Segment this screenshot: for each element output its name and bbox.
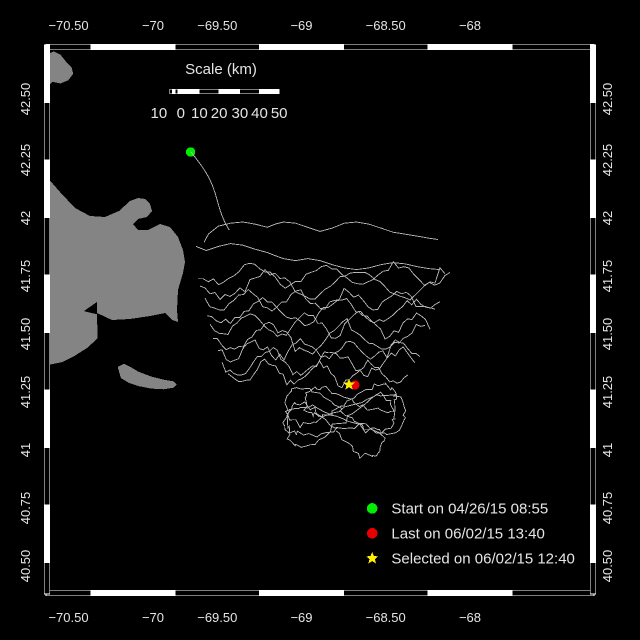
svg-text:−69.50: −69.50 <box>197 18 237 33</box>
svg-text:40: 40 <box>251 105 268 122</box>
svg-text:−69.50: −69.50 <box>197 610 237 625</box>
svg-text:Last on 06/02/15 13:40: Last on 06/02/15 13:40 <box>391 525 544 542</box>
svg-text:−68.50: −68.50 <box>366 610 406 625</box>
svg-text:0: 0 <box>177 105 185 122</box>
svg-text:−70.50: −70.50 <box>48 18 88 33</box>
svg-text:42.50: 42.50 <box>18 83 33 116</box>
svg-text:40.75: 40.75 <box>600 492 615 525</box>
svg-text:40.50: 40.50 <box>600 550 615 583</box>
svg-text:10: 10 <box>151 105 168 122</box>
svg-text:41.75: 41.75 <box>600 260 615 293</box>
svg-text:Start on 04/26/15 08:55: Start on 04/26/15 08:55 <box>391 501 548 518</box>
svg-text:−69: −69 <box>290 18 312 33</box>
svg-text:41: 41 <box>600 443 615 457</box>
svg-text:41.25: 41.25 <box>18 376 33 409</box>
svg-text:10: 10 <box>191 105 208 122</box>
svg-text:−70.50: −70.50 <box>48 610 88 625</box>
svg-text:−70: −70 <box>142 610 164 625</box>
svg-text:40.75: 40.75 <box>18 492 33 525</box>
svg-text:Selected on 06/02/15 12:40: Selected on 06/02/15 12:40 <box>391 550 575 567</box>
svg-text:−68: −68 <box>459 610 481 625</box>
svg-text:−70: −70 <box>142 18 164 33</box>
svg-text:50: 50 <box>271 105 288 122</box>
svg-text:41.50: 41.50 <box>600 318 615 351</box>
svg-text:42: 42 <box>18 211 33 225</box>
svg-text:41: 41 <box>18 443 33 457</box>
svg-text:41.50: 41.50 <box>18 318 33 351</box>
svg-text:−68.50: −68.50 <box>366 18 406 33</box>
svg-text:42: 42 <box>600 211 615 225</box>
svg-text:−68: −68 <box>459 18 481 33</box>
svg-text:30: 30 <box>232 105 249 122</box>
svg-text:42.25: 42.25 <box>18 144 33 177</box>
svg-text:42.25: 42.25 <box>600 144 615 177</box>
svg-text:40.50: 40.50 <box>18 550 33 583</box>
svg-text:−69: −69 <box>290 610 312 625</box>
svg-text:20: 20 <box>211 105 228 122</box>
svg-text:Scale (km): Scale (km) <box>185 61 257 78</box>
svg-text:41.25: 41.25 <box>600 376 615 409</box>
svg-text:41.75: 41.75 <box>18 260 33 293</box>
svg-text:42.50: 42.50 <box>600 83 615 116</box>
